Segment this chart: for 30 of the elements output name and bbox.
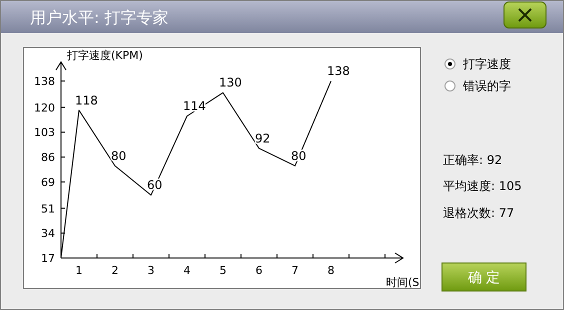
- x-axis-title: 时间(S: [386, 276, 420, 289]
- y-axis-title: 打字速度(KPM): [66, 49, 143, 62]
- chart-title: 用户水平: 打字专家: [30, 8, 168, 27]
- y-tick-label: 86: [41, 151, 55, 164]
- x-tick-label: 7: [292, 264, 298, 277]
- x-tick-label: 5: [220, 264, 226, 277]
- y-tick-label: 51: [41, 202, 55, 216]
- x-tick-label: 8: [328, 264, 334, 277]
- y-tick-label: 17: [41, 252, 55, 265]
- x-tick-label: 6: [256, 264, 262, 277]
- text: 确 定: [466, 270, 500, 286]
- data-label: 138: [327, 64, 350, 78]
- text: 错误的字: [462, 79, 511, 93]
- x-tick-label: 4: [184, 264, 190, 277]
- x-tick-label: 1: [76, 264, 82, 277]
- y-tick-label: 69: [41, 176, 55, 189]
- y-tick-label: 34: [41, 227, 55, 240]
- text: 打字速度: [462, 57, 511, 71]
- y-tick-label: 103: [34, 126, 55, 140]
- data-label: 80: [111, 148, 126, 163]
- y-tick-label: 120: [34, 101, 55, 114]
- text: 正确率: 92: [443, 153, 502, 167]
- data-label: 130: [219, 76, 242, 90]
- x-tick-label: 3: [148, 264, 154, 277]
- text: 平均速度: 105: [443, 179, 522, 193]
- y-tick-label: 138: [34, 75, 55, 88]
- data-label: 118: [75, 93, 98, 108]
- x-tick-label: 2: [112, 264, 118, 277]
- data-label: 92: [255, 131, 270, 146]
- text: 退格次数: 77: [443, 206, 514, 220]
